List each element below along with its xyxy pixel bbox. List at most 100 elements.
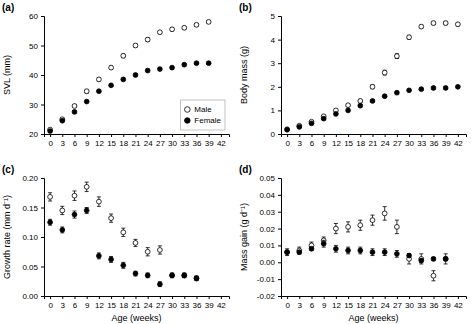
point [121, 77, 126, 82]
y-tick-mark [278, 110, 281, 111]
point [431, 273, 436, 278]
x-tick-mark [111, 134, 112, 137]
y-axis-title: Growth rate (mm d⁻¹) [2, 195, 12, 279]
point [84, 89, 89, 94]
point [419, 87, 424, 92]
error-bar [395, 250, 399, 257]
series [48, 208, 199, 287]
y-tick: 60 [29, 12, 44, 21]
y-tick: 20 [29, 130, 44, 139]
x-tick: 3 [298, 134, 303, 148]
x-axis: 03691215182124273033363942 [282, 296, 467, 310]
error-bar [419, 259, 423, 262]
x-tick-mark [50, 296, 51, 299]
x-tick-mark [135, 296, 136, 299]
point [346, 103, 351, 108]
x-tick: 27 [393, 296, 402, 310]
point [121, 263, 126, 268]
point [170, 65, 175, 70]
y-tick-label: 0.10 [22, 233, 38, 242]
point [285, 127, 290, 132]
x-tick-label: 0 [48, 301, 53, 310]
x-tick-mark [87, 296, 88, 299]
error-bar [322, 240, 326, 247]
error-bar [182, 273, 186, 278]
x-tick-label: 3 [61, 301, 66, 310]
point [358, 223, 363, 228]
y-tick: 0.01 [259, 241, 281, 250]
legend-marker [185, 107, 191, 113]
x-tick-label: 33 [180, 139, 189, 148]
x-axis-line [282, 297, 467, 300]
point [394, 251, 399, 256]
error-bar [72, 105, 76, 108]
point [346, 248, 351, 253]
x-tick-label: 15 [107, 301, 116, 310]
series [285, 207, 448, 281]
error-bar [121, 228, 125, 236]
point [194, 276, 199, 281]
point [157, 248, 162, 253]
x-axis-line [45, 297, 230, 300]
panel: 036912151821242730333639420.000.050.100.… [2, 164, 230, 323]
point [321, 241, 326, 246]
point [84, 208, 89, 213]
y-tick: 0.00 [259, 258, 281, 267]
point [60, 208, 65, 213]
point [419, 258, 424, 263]
y-tick-label: 0.01 [259, 241, 275, 250]
x-tick-mark [196, 134, 197, 137]
legend-box [180, 100, 225, 130]
y-tick-mark [41, 75, 44, 76]
error-bar [194, 277, 198, 281]
y-tick: 0.02 [259, 225, 281, 234]
y-axis-line [278, 17, 282, 135]
panel: 03691215182124273033363942012345(b)Body … [239, 2, 467, 148]
x-tick-label: 12 [95, 139, 104, 148]
series [285, 240, 448, 263]
error-bar [133, 271, 137, 276]
point [394, 54, 399, 59]
x-tick-label: 12 [332, 301, 341, 310]
x-tick-mark [348, 296, 349, 299]
x-tick-mark [160, 134, 161, 137]
x-tick-mark [360, 134, 361, 137]
plot-area [285, 207, 448, 281]
x-tick-label: 21 [132, 301, 141, 310]
series [285, 84, 461, 132]
y-tick: 0.03 [259, 208, 281, 217]
x-tick-label: 30 [405, 139, 414, 148]
error-bar [182, 26, 186, 29]
x-tick-label: 27 [156, 301, 165, 310]
y-tick-mark [41, 237, 44, 238]
error-bar [431, 257, 435, 260]
y-tick-mark [41, 178, 44, 179]
x-tick-label: 0 [285, 301, 290, 310]
point [84, 99, 89, 104]
x-tick-mark [311, 296, 312, 299]
x-tick-mark [221, 134, 222, 137]
x-tick: 3 [298, 296, 303, 310]
point [443, 257, 448, 262]
error-bar [383, 70, 387, 75]
y-tick: 1 [271, 106, 281, 115]
error-bar [109, 214, 113, 222]
point [145, 273, 150, 278]
x-tick-label: 27 [393, 139, 402, 148]
point [370, 218, 375, 223]
y-tick-label: 0.05 [259, 174, 275, 183]
x-tick-mark [135, 134, 136, 137]
x-tick-label: 9 [85, 139, 90, 148]
point [109, 83, 114, 88]
x-tick-label: 33 [417, 139, 426, 148]
point [443, 257, 448, 262]
error-bar [170, 28, 174, 31]
x-tick-mark [62, 134, 63, 137]
x-tick-mark [372, 296, 373, 299]
legend-label: Male [194, 105, 212, 114]
x-tick-label: 12 [95, 301, 104, 310]
x-tick-mark [336, 296, 337, 299]
x-tick-mark [160, 296, 161, 299]
panel-label: (c) [2, 164, 14, 175]
y-tick-mark [278, 262, 281, 263]
